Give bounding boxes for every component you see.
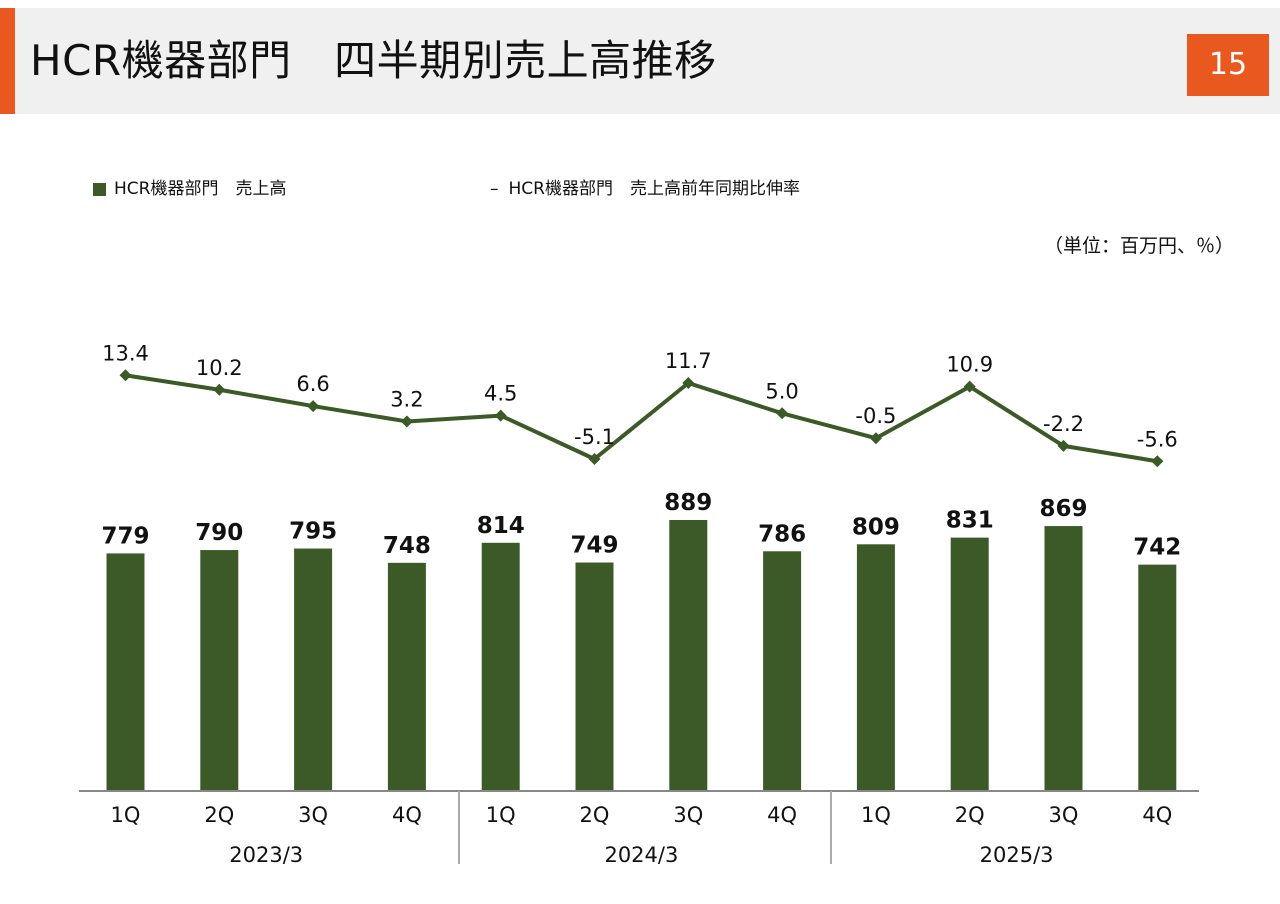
growth-marker-3 bbox=[307, 400, 320, 413]
growth-marker-4 bbox=[400, 415, 413, 428]
x-tick-label: 3Q bbox=[1049, 803, 1079, 827]
growth-value-label: 10.9 bbox=[946, 353, 993, 377]
bar-2 bbox=[200, 550, 239, 790]
growth-marker-8 bbox=[776, 407, 789, 420]
bar-7 bbox=[669, 520, 708, 790]
legend-label-sales: HCR機器部門 売上高 bbox=[114, 179, 287, 199]
bar-8 bbox=[763, 551, 802, 790]
growth-marker-12 bbox=[1151, 455, 1164, 468]
growth-marker-10 bbox=[963, 380, 976, 393]
bar-11 bbox=[1044, 526, 1083, 790]
header-accent-bar bbox=[0, 8, 15, 114]
growth-marker-6 bbox=[588, 453, 601, 465]
growth-marker-7 bbox=[682, 377, 695, 389]
bar-4 bbox=[387, 562, 426, 790]
bar-value-label: 786 bbox=[758, 521, 806, 547]
unit-note: （単位：百万円、％） bbox=[1043, 235, 1234, 257]
x-tick-label: 1Q bbox=[861, 803, 891, 827]
bar-value-label: 779 bbox=[101, 523, 149, 549]
x-tick-label: 4Q bbox=[392, 803, 422, 827]
fiscal-year-label-2: 2024/3 bbox=[604, 843, 678, 867]
x-tick-label: 1Q bbox=[111, 803, 141, 827]
legend-bar-swatch bbox=[93, 182, 106, 196]
legend-line-swatch: – bbox=[490, 179, 499, 199]
x-tick-label: 4Q bbox=[1142, 803, 1172, 827]
bar-value-label: 831 bbox=[946, 508, 994, 534]
bar-1 bbox=[106, 553, 145, 790]
x-tick-label: 4Q bbox=[767, 803, 797, 827]
bar-value-label: 869 bbox=[1039, 496, 1087, 522]
page-number-badge: 15 bbox=[1187, 34, 1269, 96]
x-tick-label: 2Q bbox=[580, 803, 610, 827]
growth-value-label: -0.5 bbox=[855, 404, 896, 428]
bar-value-label: 749 bbox=[570, 533, 618, 559]
growth-value-label: 11.7 bbox=[665, 349, 712, 373]
growth-value-label: -2.2 bbox=[1043, 412, 1084, 436]
growth-rate-line bbox=[125, 373, 1158, 464]
growth-value-label: 5.0 bbox=[765, 379, 798, 403]
legend-item-growth: – HCR機器部門 売上高前年同期比伸率 bbox=[490, 178, 800, 200]
growth-marker-1 bbox=[119, 369, 132, 382]
bar-value-label: 795 bbox=[289, 519, 337, 545]
growth-value-label: -5.6 bbox=[1137, 427, 1178, 451]
x-tick-label: 2Q bbox=[955, 803, 985, 827]
growth-marker-9 bbox=[869, 432, 882, 445]
growth-marker-11 bbox=[1057, 439, 1070, 452]
x-tick-label: 1Q bbox=[486, 803, 516, 827]
legend-item-sales: HCR機器部門 売上高 bbox=[93, 178, 286, 200]
growth-value-label: 6.6 bbox=[296, 372, 329, 396]
bar-5 bbox=[481, 542, 520, 790]
bar-value-label: 742 bbox=[1133, 535, 1181, 561]
bar-6 bbox=[575, 562, 614, 790]
growth-value-label: 13.4 bbox=[102, 341, 149, 365]
bar-value-label: 790 bbox=[195, 520, 243, 546]
growth-marker-5 bbox=[494, 409, 507, 422]
bar-9 bbox=[856, 544, 895, 790]
x-tick-label: 3Q bbox=[298, 803, 328, 827]
growth-value-label: -5.1 bbox=[574, 425, 615, 449]
growth-marker-2 bbox=[213, 383, 226, 396]
fiscal-year-label-1: 2023/3 bbox=[229, 843, 303, 867]
bar-12 bbox=[1138, 564, 1177, 790]
page-title: HCR機器部門 四半期別売上高推移 bbox=[30, 36, 717, 85]
fiscal-year-label-3: 2025/3 bbox=[980, 843, 1054, 867]
bar-value-label: 814 bbox=[477, 513, 525, 539]
bar-value-label: 889 bbox=[664, 490, 712, 516]
growth-value-label: 4.5 bbox=[484, 382, 517, 406]
bar-value-label: 748 bbox=[383, 533, 431, 559]
legend-label-growth: HCR機器部門 売上高前年同期比伸率 bbox=[508, 179, 800, 199]
bar-10 bbox=[950, 537, 989, 790]
bar-3 bbox=[294, 548, 333, 790]
growth-value-label: 3.2 bbox=[390, 387, 423, 411]
growth-value-label: 10.2 bbox=[196, 356, 243, 380]
bar-value-label: 809 bbox=[852, 514, 900, 540]
x-tick-label: 3Q bbox=[673, 803, 703, 827]
x-tick-label: 2Q bbox=[204, 803, 234, 827]
header-band: HCR機器部門 四半期別売上高推移 15 bbox=[0, 8, 1280, 114]
